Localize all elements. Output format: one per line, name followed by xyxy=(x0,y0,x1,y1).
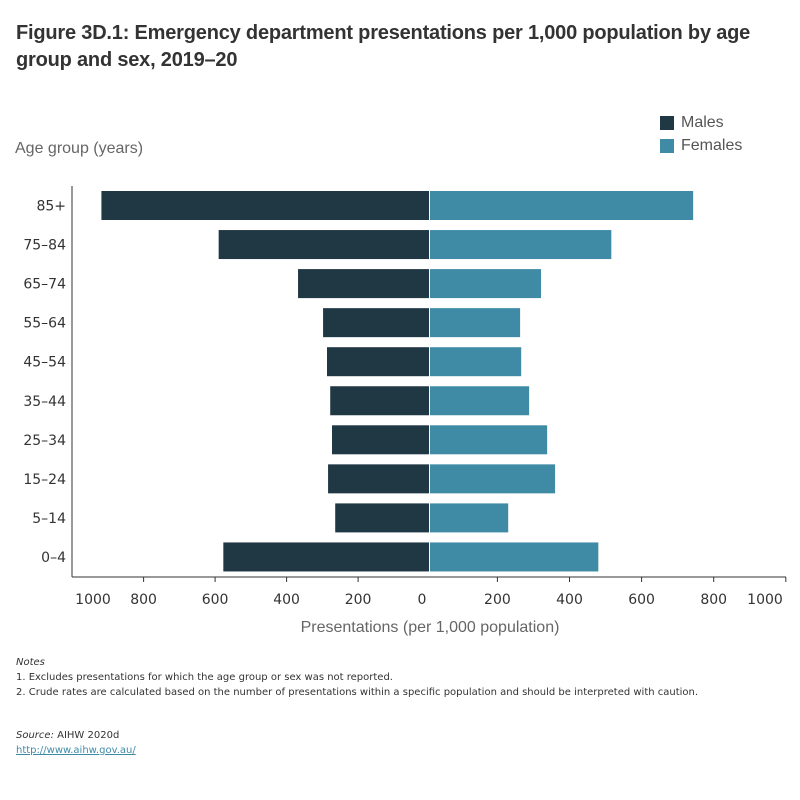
legend-item-females[interactable]: Females xyxy=(660,134,742,157)
source-text: AIHW 2020d xyxy=(53,730,120,741)
y-tick-label: 25–34 xyxy=(23,433,66,449)
bar-females[interactable] xyxy=(430,269,542,299)
legend-label-females: Females xyxy=(681,136,743,154)
y-tick-label: 45–54 xyxy=(23,355,66,371)
y-tick-label: 55–64 xyxy=(23,316,66,332)
x-tick-label-left: 800 xyxy=(130,592,157,608)
x-tick-label-right: 800 xyxy=(700,592,727,608)
bar-males[interactable] xyxy=(335,503,429,533)
source-link[interactable]: http://www.aihw.gov.au/ xyxy=(16,745,136,756)
legend-item-males[interactable]: Males xyxy=(660,111,742,134)
bar-males[interactable] xyxy=(101,191,429,220)
legend: Males Females xyxy=(660,111,742,157)
bar-males[interactable] xyxy=(223,542,429,572)
bar-males[interactable] xyxy=(323,308,429,338)
y-tick-label: 0–4 xyxy=(41,550,66,566)
bar-males[interactable] xyxy=(332,425,429,455)
notes: Notes 1. Excludes presentations for whic… xyxy=(16,655,698,700)
bar-females[interactable] xyxy=(430,230,612,260)
y-tick-label: 65–74 xyxy=(23,277,66,293)
chart: 85+ 75–84 65–74 55–64 45–54 35–44 25–34 15–24 5–… xyxy=(23,186,787,608)
y-tick-labels: 85+ 75–84 65–74 55–64 45–54 35–44 25–34 15–24 5–… xyxy=(23,199,66,566)
note-1: 1. Excludes presentations for which the … xyxy=(16,672,393,683)
bars-group xyxy=(101,191,694,572)
y-tick-label: 75–84 xyxy=(23,238,66,254)
x-tick-label-left: 1000 xyxy=(75,592,111,608)
x-tick-label-left: 200 xyxy=(345,592,372,608)
x-tick-label-right: 400 xyxy=(556,592,583,608)
x-ticks-group: 1000 800 600 400 200 0 200 400 600 800 1000 xyxy=(75,577,787,608)
y-tick-label: 85+ xyxy=(36,199,66,215)
x-tick-label-right: 1000 xyxy=(747,592,783,608)
bar-females[interactable] xyxy=(430,542,599,572)
bar-females[interactable] xyxy=(430,464,556,494)
bar-females[interactable] xyxy=(430,347,522,377)
source-label: Source: xyxy=(16,730,54,741)
legend-label-males: Males xyxy=(681,113,724,131)
x-tick-label-left: 0 xyxy=(418,592,427,608)
legend-swatch-males xyxy=(660,115,674,130)
bar-males[interactable] xyxy=(326,347,429,377)
bar-females[interactable] xyxy=(430,386,530,416)
figure-title: Figure 3D.1: Emergency department presen… xyxy=(16,22,751,71)
bar-males[interactable] xyxy=(328,464,429,494)
axes-group xyxy=(71,186,786,578)
x-tick-label-left: 400 xyxy=(273,592,300,608)
y-tick-label: 35–44 xyxy=(23,394,66,410)
bar-males[interactable] xyxy=(330,386,429,416)
x-tick-label-right: 600 xyxy=(628,592,655,608)
x-tick-label-left: 600 xyxy=(202,592,229,608)
bar-females[interactable] xyxy=(430,425,548,455)
bar-females[interactable] xyxy=(430,191,694,220)
note-2: 2. Crude rates are calculated based on t… xyxy=(16,687,699,698)
legend-swatch-females xyxy=(660,138,674,153)
y-tick-label: 15–24 xyxy=(23,472,66,488)
source: Source: AIHW 2020d http://www.aihw.gov.a… xyxy=(16,728,136,758)
bar-males[interactable] xyxy=(298,269,429,299)
x-tick-label-right: 200 xyxy=(484,592,511,608)
y-axis-title: Age group (years) xyxy=(15,140,144,157)
bar-females[interactable] xyxy=(430,503,509,533)
notes-heading: Notes xyxy=(16,657,45,668)
y-tick-label: 5–14 xyxy=(32,511,66,527)
bar-females[interactable] xyxy=(430,308,521,338)
bar-males[interactable] xyxy=(218,230,429,260)
x-axis-title: Presentations (per 1,000 population) xyxy=(300,619,560,636)
